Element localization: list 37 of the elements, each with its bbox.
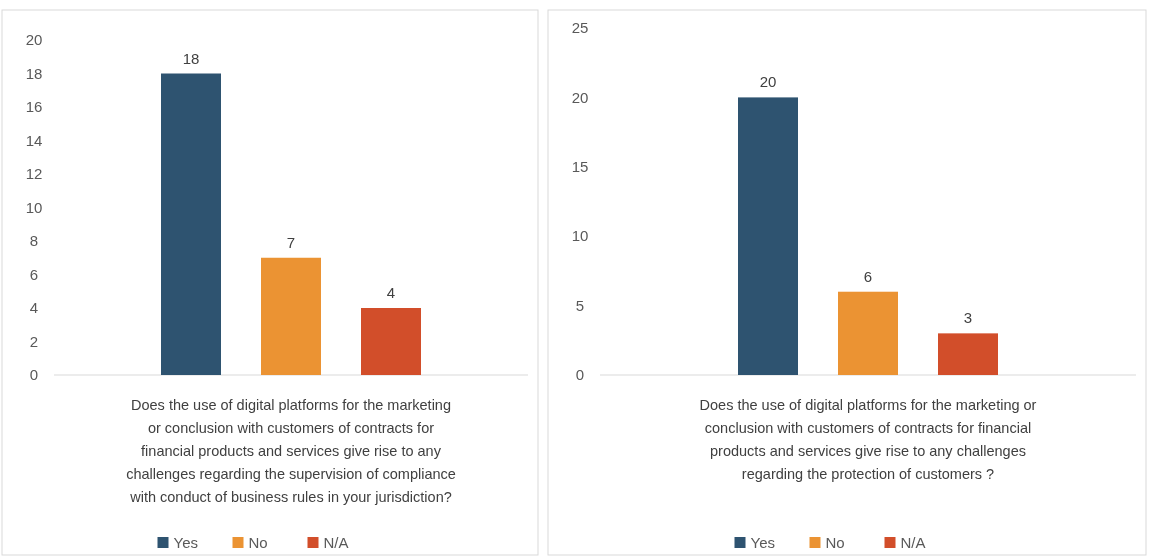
y-tick-label: 10: [25, 198, 43, 216]
y-tick-label: 20: [25, 31, 43, 49]
y-tick-label: 16: [25, 98, 43, 116]
x-axis-title: Does the use of digital platforms for the marketing or conclusion with customers of contracts for financial products and services give rise to any challenges regarding the protection of customers ?: [699, 397, 1037, 482]
y-tick-label: 0: [29, 366, 39, 384]
y-tick-label: 10: [571, 227, 589, 245]
bar: [161, 73, 221, 375]
bar: [261, 257, 321, 375]
data-label: 4: [386, 284, 396, 301]
legend-label: Yes: [173, 534, 198, 552]
data-label: 18: [182, 49, 200, 67]
y-tick-label: 18: [25, 64, 43, 82]
legend-label: N/A: [323, 534, 349, 552]
legend-label: N/A: [900, 534, 926, 552]
y-tick-label: 5: [575, 296, 585, 314]
legend-label: No: [825, 534, 845, 552]
y-tick-label: 2: [29, 332, 39, 350]
y-tick-label: 25: [571, 19, 589, 37]
bar: [361, 308, 421, 375]
data-label: 3: [963, 309, 973, 327]
y-tick-label: 14: [25, 131, 43, 149]
y-tick-label: 8: [29, 232, 39, 250]
bar: [738, 97, 798, 375]
y-tick-label: 12: [25, 165, 43, 183]
data-label: 6: [863, 267, 873, 285]
bar: [938, 333, 998, 375]
data-label: 7: [286, 233, 296, 251]
y-tick-label: 4: [29, 299, 39, 317]
legend-label: No: [248, 534, 268, 552]
bar: [838, 291, 898, 375]
x-axis-title: Does the use of digital platforms for the marketing or conclusion with customers of contracts for financial products and services give rise to any challenges regarding the supervision of compliance with conduct of business rules in your jurisdiction?: [126, 397, 456, 505]
y-tick-label: 0: [575, 366, 585, 384]
y-tick-label: 20: [571, 88, 589, 106]
y-tick-label: 15: [571, 158, 589, 176]
data-label: 20: [759, 73, 777, 91]
y-tick-label: 6: [29, 265, 39, 283]
legend-label: Yes: [750, 534, 775, 552]
